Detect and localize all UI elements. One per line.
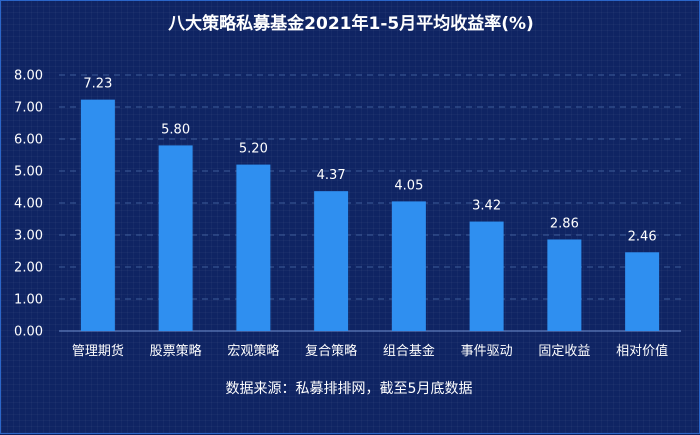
data-label: 4.37 — [317, 168, 346, 183]
bars — [80, 99, 660, 331]
y-tick-label: 2.00 — [14, 261, 43, 276]
x-tick-label: 固定收益 — [538, 344, 590, 359]
y-axis-ticks: 0.00 1.00 2.00 3.00 4.00 5.00 6.00 7.00 8.00 — [14, 69, 43, 340]
bar-3 — [236, 164, 271, 331]
x-tick-label: 组合基金 — [383, 343, 435, 359]
data-label: 7.23 — [83, 77, 112, 92]
data-label: 3.42 — [472, 199, 501, 214]
chart-title: 八大策略私募基金2021年1-5月平均收益率(%) — [168, 13, 534, 34]
bar-5 — [391, 201, 426, 331]
x-tick-label: 管理期货 — [72, 343, 124, 359]
y-tick-label: 3.00 — [14, 229, 43, 244]
bar-7 — [547, 239, 582, 331]
y-tick-label: 7.00 — [14, 101, 43, 116]
source-note: 数据来源：私募排排网，截至5月底数据 — [226, 381, 473, 397]
x-tick-label: 股票策略 — [150, 343, 202, 359]
x-axis-ticks: 管理期货 股票策略 宏观策略 复合策略 组合基金 事件驱动 固定收益 相对价值 — [72, 343, 668, 359]
bar-2 — [158, 145, 193, 331]
y-tick-label: 6.00 — [14, 133, 43, 148]
bar-4 — [314, 191, 349, 331]
bar-8 — [625, 252, 660, 331]
data-label: 4.05 — [394, 178, 423, 193]
x-tick-label: 相对价值 — [616, 343, 668, 359]
data-labels: 7.23 5.80 5.20 4.37 4.05 3.42 2.86 2.46 — [83, 77, 656, 245]
y-tick-label: 0.00 — [14, 325, 43, 340]
grid-lines — [59, 74, 681, 300]
data-label: 5.20 — [239, 142, 268, 157]
data-label: 2.86 — [550, 216, 579, 231]
x-tick-label: 宏观策略 — [227, 343, 279, 359]
x-tick-label: 复合策略 — [305, 343, 357, 359]
data-label: 2.46 — [628, 229, 657, 244]
y-tick-label: 8.00 — [14, 69, 43, 84]
data-label: 5.80 — [161, 122, 190, 137]
x-tick-label: 事件驱动 — [461, 344, 513, 359]
y-tick-label: 1.00 — [14, 293, 43, 308]
bar-6 — [469, 221, 504, 331]
y-tick-label: 5.00 — [14, 165, 43, 180]
bar-1 — [80, 99, 115, 331]
y-tick-label: 4.00 — [14, 197, 43, 212]
